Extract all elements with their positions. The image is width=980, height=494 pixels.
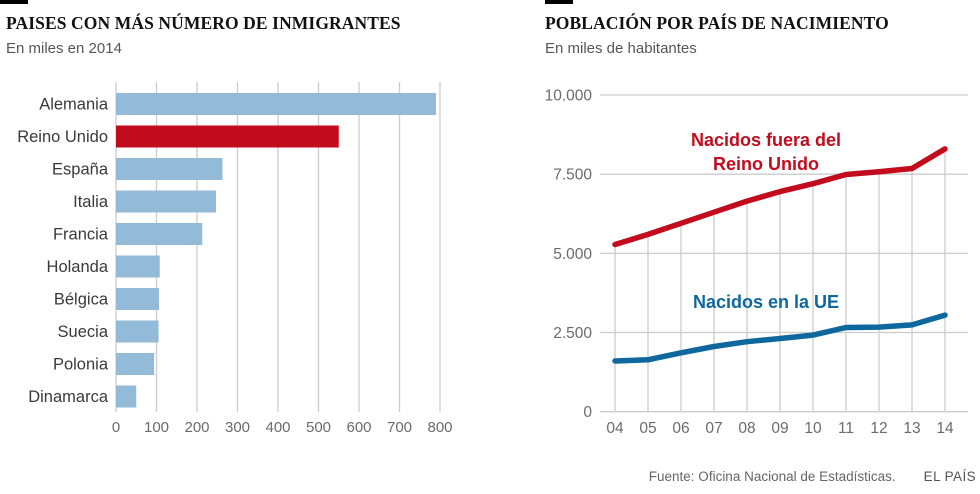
y-tick-label-0: 0	[583, 404, 592, 421]
x-tick-label-08: 08	[738, 420, 755, 437]
x-tick-label-300: 300	[225, 419, 250, 436]
line-chart-subtitle: En miles de habitantes	[545, 40, 697, 57]
bar-italia	[116, 190, 217, 213]
y-tick-label-2500: 2.500	[553, 325, 592, 342]
bar-label-dinamarca: Dinamarca	[28, 388, 109, 406]
x-tick-label-09: 09	[771, 420, 788, 437]
bar-label-espana: España	[52, 161, 109, 179]
x-tick-label-100: 100	[144, 419, 169, 436]
bar-dinamarca	[116, 385, 137, 408]
bar-espana	[116, 158, 223, 180]
x-tick-label-14: 14	[936, 420, 954, 437]
bar-label-belgica: Bélgica	[54, 291, 109, 309]
x-tick-label-200: 200	[184, 419, 209, 436]
left-section-rule	[0, 0, 28, 4]
x-tick-label-07: 07	[705, 420, 722, 437]
bar-holanda	[116, 255, 160, 278]
bar-label-polonia: Polonia	[53, 356, 109, 374]
series-label-nacidos-en-la-ue: Nacidos en la UE	[693, 292, 839, 312]
bar-label-italia: Italia	[73, 193, 109, 211]
x-tick-label-12: 12	[870, 420, 887, 437]
y-tick-label-7500: 7.500	[553, 167, 592, 184]
series-line-nacidos-fuera-del-reino-unido	[612, 146, 948, 248]
series-label-nacidos-fuera-del-reino-unido-line2: Reino Unido	[713, 154, 819, 174]
bar-francia	[116, 223, 203, 245]
x-tick-label-700: 700	[387, 419, 412, 436]
x-tick-label-800: 800	[427, 419, 452, 436]
x-tick-label-600: 600	[346, 419, 371, 436]
series-line-nacidos-en-la-ue	[612, 312, 948, 364]
bar-chart-title: PAISES CON MÁS NÚMERO DE INMIGRANTES	[6, 13, 401, 33]
bar-label-holanda: Holanda	[47, 258, 109, 276]
bar-polonia	[116, 353, 155, 375]
source-note: Fuente: Oficina Nacional de Estadísticas…	[648, 469, 896, 484]
x-tick-label-0: 0	[112, 419, 120, 436]
bar-reino-unido	[116, 125, 339, 148]
bar-chart-subtitle: En miles en 2014	[6, 40, 122, 57]
x-tick-label-11: 11	[838, 420, 854, 437]
series-label-nacidos-fuera-del-reino-unido-line1: Nacidos fuera del	[691, 130, 841, 150]
x-tick-label-13: 13	[903, 420, 920, 437]
x-tick-label-10: 10	[804, 420, 822, 437]
x-tick-label-04: 04	[606, 420, 624, 437]
immigrants-bar-chart: 0 100 200 300 400 500 600 700 800 Alemania Reino U…	[17, 82, 453, 436]
bar-label-francia: Francia	[53, 226, 109, 244]
x-tick-label-05: 05	[639, 420, 656, 437]
y-tick-label-10000: 10.000	[545, 88, 593, 105]
line-chart-title: POBLACIÓN POR PAÍS DE NACIMIENTO	[545, 13, 889, 33]
population-line-chart: 10.000 7.500 5.000 2.500 0 04 05 06 07 08 09 10 11 12…	[545, 88, 968, 437]
x-tick-label-06: 06	[672, 420, 689, 437]
bar-label-reino-unido: Reino Unido	[17, 128, 108, 146]
brand-mark: EL PAÍS	[923, 469, 976, 484]
x-tick-label-400: 400	[265, 419, 290, 436]
right-section-rule	[545, 0, 573, 4]
bar-label-suecia: Suecia	[58, 323, 109, 341]
bar-belgica	[116, 288, 159, 310]
bar-suecia	[116, 320, 159, 343]
bar-alemania	[116, 93, 436, 115]
y-tick-label-5000: 5.000	[553, 246, 592, 263]
footer: Fuente: Oficina Nacional de Estadísticas…	[649, 469, 976, 484]
x-tick-label-500: 500	[306, 419, 331, 436]
bar-label-alemania: Alemania	[39, 96, 109, 114]
